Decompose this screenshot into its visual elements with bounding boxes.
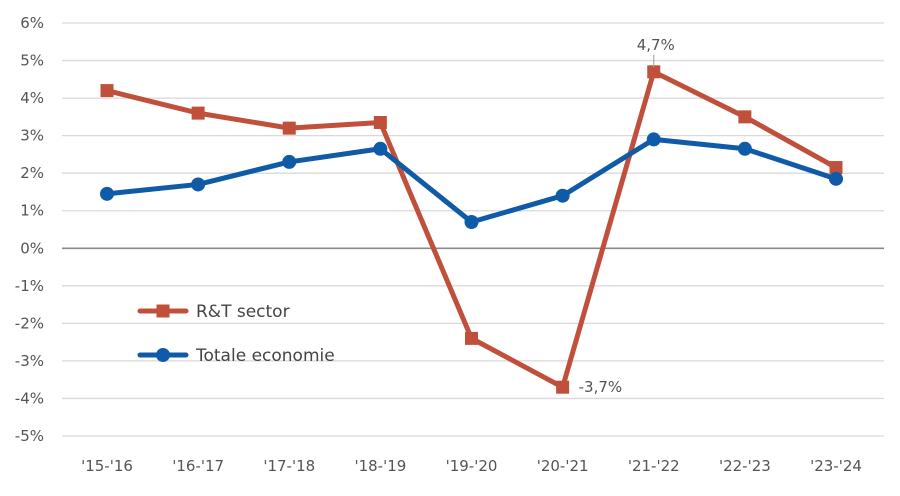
data-point-circle: [282, 154, 297, 169]
x-axis-ticks: '15-'16 '16-'17 '17-'18 '18-'19 '19-'20 '20-'…: [81, 457, 862, 475]
y-tick-label: 3%: [20, 127, 44, 145]
y-tick-label: 6%: [20, 14, 44, 32]
gridlines: [62, 22, 884, 437]
series-r-t-sector: [100, 65, 843, 394]
data-point-circle: [373, 141, 388, 156]
y-tick-label: 0%: [20, 239, 44, 257]
legend: R&T sector Totale economie: [137, 302, 335, 366]
legend-marker-circle: [156, 348, 170, 362]
data-point-square: [373, 115, 387, 129]
y-tick-label: -5%: [15, 427, 44, 445]
y-tick-label: 1%: [20, 202, 44, 220]
data-annotations: 4,7% -3,7%: [579, 36, 675, 396]
data-point-square: [556, 380, 570, 394]
y-tick-label: 2%: [20, 164, 44, 182]
data-point-square: [738, 110, 752, 124]
legend-item: Totale economie: [137, 346, 335, 366]
legend-label: R&T sector: [196, 302, 290, 322]
y-tick-label: -2%: [15, 314, 44, 332]
legend-marker-square: [156, 304, 170, 318]
data-point-square: [100, 84, 114, 98]
data-point-square: [647, 65, 661, 79]
data-point-circle: [829, 171, 843, 186]
y-tick-label: 5%: [20, 52, 44, 70]
data-point-circle: [646, 132, 661, 147]
x-tick-label: '20-'21: [537, 457, 589, 475]
data-point-circle: [100, 186, 114, 201]
x-tick-label: '19-'20: [446, 457, 498, 475]
x-tick-label: '16-'17: [172, 457, 224, 475]
data-point-square: [829, 161, 843, 175]
series-totale-economie: [100, 132, 843, 229]
y-tick-label: -4%: [15, 389, 44, 407]
x-tick-label: '21-'22: [628, 457, 680, 475]
x-tick-label: '22-'23: [719, 457, 771, 475]
x-tick-label: '17-'18: [263, 457, 315, 475]
y-axis-ticks: 6% 5% 4% 3% 2% 1% 0% -1% -2% -3% -4% -5%: [15, 14, 44, 445]
y-tick-label: -3%: [15, 352, 44, 370]
data-label: 4,7%: [637, 36, 675, 54]
data-point-square: [282, 121, 296, 135]
data-point-square: [465, 331, 478, 345]
data-label: -3,7%: [579, 378, 623, 396]
legend-item: R&T sector: [137, 302, 290, 322]
data-point-circle: [464, 214, 479, 229]
data-point-circle: [555, 188, 570, 203]
y-tick-label: 4%: [20, 89, 44, 107]
data-point-circle: [191, 177, 206, 192]
legend-label: Totale economie: [195, 346, 335, 366]
y-tick-label: -1%: [15, 277, 44, 295]
series-group: [100, 65, 843, 394]
data-point-square: [191, 106, 205, 120]
x-tick-label: '18-'19: [354, 457, 406, 475]
series-line: [104, 136, 839, 225]
x-tick-label: '15-'16: [81, 457, 133, 475]
x-tick-label: '23-'24: [810, 457, 862, 475]
data-point-circle: [737, 141, 752, 156]
